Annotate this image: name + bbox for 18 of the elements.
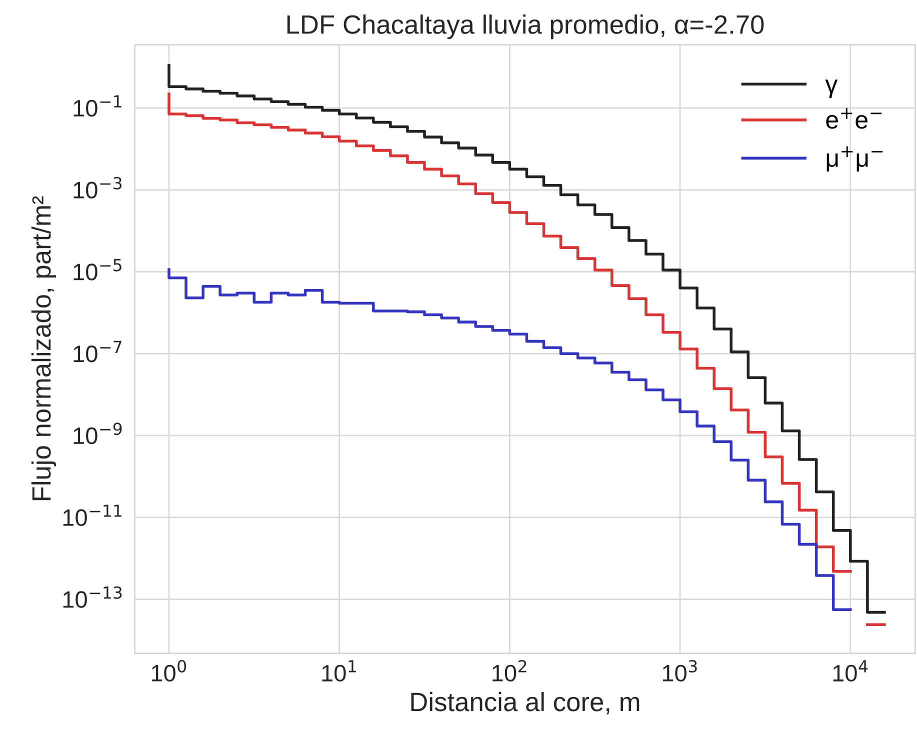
y-tick-label: 10$^{−13}$ [63,586,122,608]
x-tick-label: 10$^{1}$ [322,660,356,682]
x-axis-title: Distancia al core, m [411,692,640,714]
legend-label: γ [825,80,838,98]
chart-title: LDF Chacaltaya lluvia promedio, α=-2.70 [287,14,764,40]
x-tick-label: 10$^{4}$ [833,660,868,682]
y-tick-label: 10$^{−9}$ [74,422,122,444]
x-tick-label: 10$^{0}$ [152,660,186,682]
y-tick-label: 10$^{−1}$ [74,95,122,117]
y-tick-label: 10$^{−7}$ [74,340,122,362]
y-tick-label: 10$^{−11}$ [63,504,122,526]
y-tick-label: 10$^{−3}$ [74,176,122,198]
x-tick-label: 10$^{3}$ [662,660,697,682]
legend-label: e$^{+}$e$^{−}$ [826,108,882,129]
y-tick-label: 10$^{−5}$ [74,259,122,280]
x-tick-label: 10$^{2}$ [492,660,526,682]
y-axis-title: Flujo normalizado, part/m² [31,196,56,500]
legend-label: μ$^{+}$μ$^{−}$ [826,146,883,172]
